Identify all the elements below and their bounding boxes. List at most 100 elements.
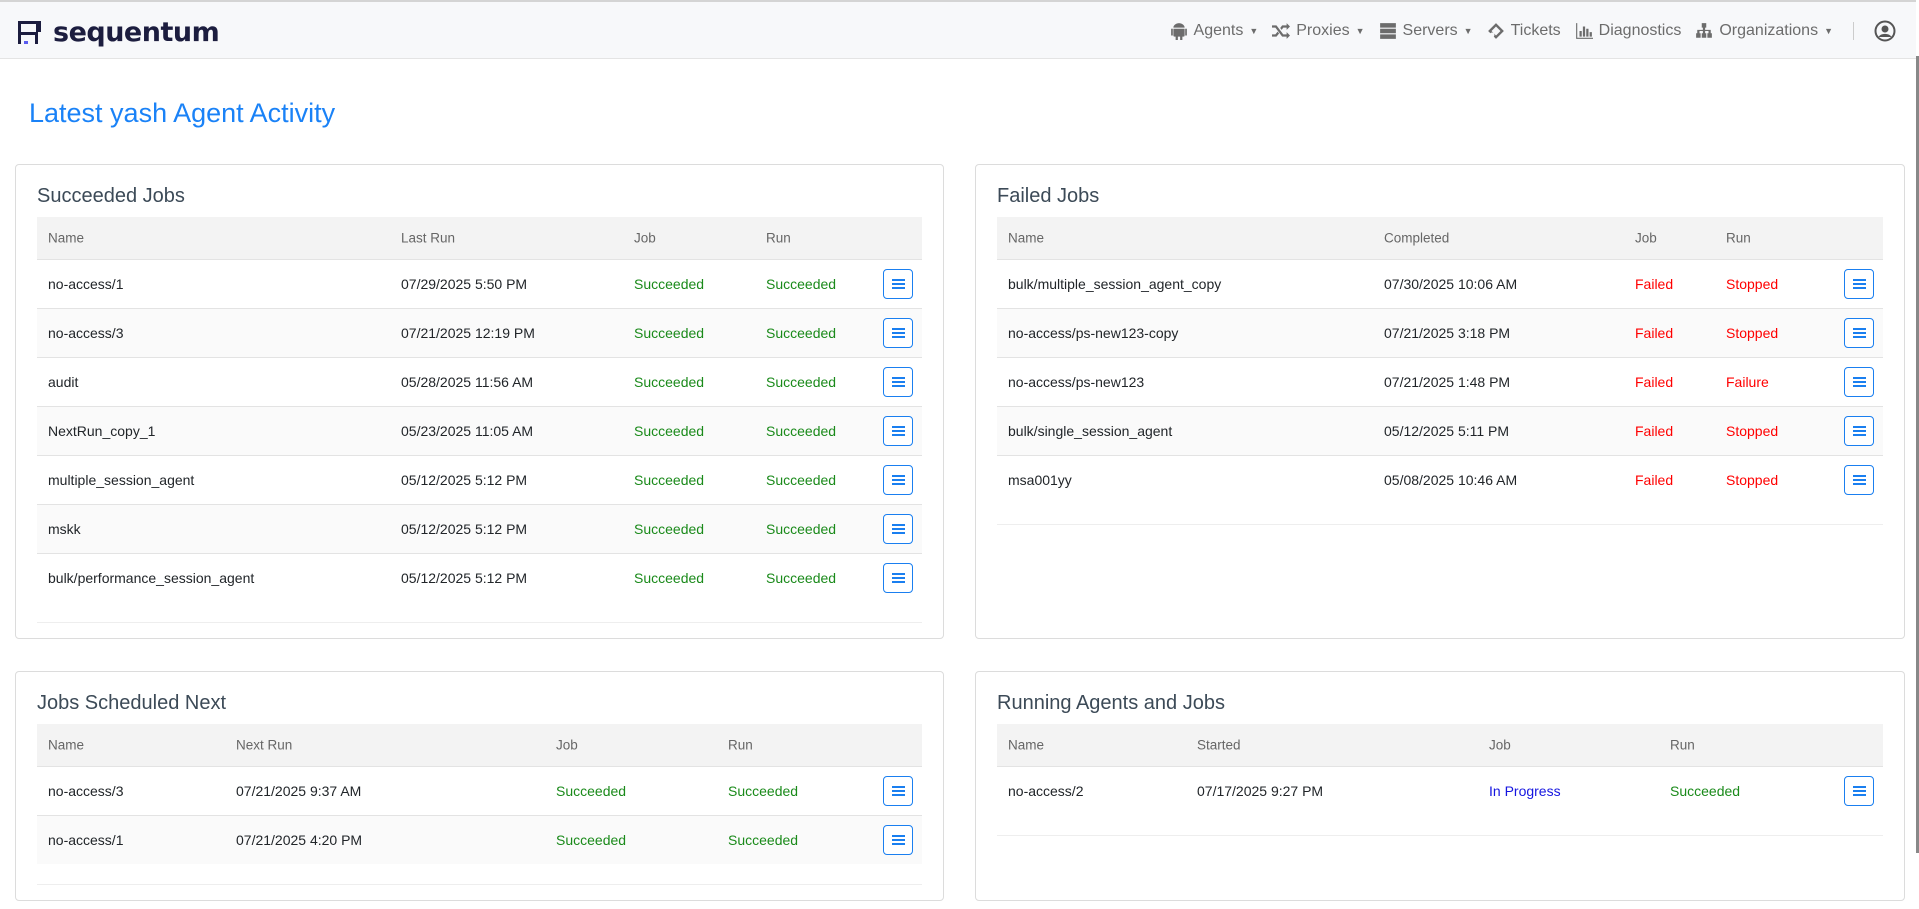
- name-cell: bulk/performance_session_agent: [48, 570, 255, 586]
- details-menu-button[interactable]: [1844, 416, 1874, 446]
- name-cell: bulk/multiple_session_agent_copy: [1008, 276, 1222, 292]
- name-cell: mskk: [48, 521, 81, 537]
- nav-label: Organizations: [1719, 21, 1819, 39]
- list-icon: [891, 381, 905, 383]
- failed-jobs-card: Failed Jobs Name Completed Job Run bulk/multi…: [975, 164, 1905, 639]
- list-icon: [1852, 479, 1866, 481]
- run-status-cell: Succeeded: [766, 472, 837, 488]
- name-cell: NextRun_copy_1: [48, 423, 156, 439]
- caret-down-icon: ▼: [1355, 25, 1365, 36]
- details-menu-button[interactable]: [883, 318, 913, 348]
- list-icon: [1852, 332, 1866, 334]
- card-title: Failed Jobs: [997, 185, 1100, 207]
- nav-proxies[interactable]: Proxies ▼: [1272, 22, 1365, 40]
- run-status-cell: Succeeded: [766, 423, 837, 439]
- android-icon: [1170, 22, 1187, 40]
- details-menu-button[interactable]: [883, 416, 913, 446]
- table-row: no-access/3 07/21/2025 12:19 PM Succeeded S…: [37, 308, 922, 357]
- list-icon: [1852, 430, 1866, 432]
- job-status-cell: Failed: [1635, 276, 1674, 292]
- run-status-cell: Stopped: [1726, 423, 1779, 439]
- details-menu-button[interactable]: [1844, 318, 1874, 348]
- column-header: Job: [1635, 230, 1657, 246]
- details-menu-button[interactable]: [883, 269, 913, 299]
- name-cell: no-access/1: [48, 276, 124, 292]
- time-cell: 07/21/2025 3:18 PM: [1384, 325, 1511, 341]
- name-cell: msa001yy: [1008, 472, 1072, 488]
- details-menu-button[interactable]: [1844, 776, 1874, 806]
- top-navbar: sequentum Agents ▼ Proxies ▼ Servers ▼ Tickets…: [0, 0, 1916, 59]
- table-row: NextRun_copy_1 05/23/2025 11:05 AM Succeed…: [37, 406, 922, 455]
- details-menu-button[interactable]: [883, 465, 913, 495]
- table-row: no-access/ps-new123 07/21/2025 1:48 PM Fai…: [997, 357, 1883, 406]
- column-header: Name: [48, 737, 85, 753]
- job-status-cell: Succeeded: [556, 832, 627, 848]
- details-menu-button[interactable]: [1844, 269, 1874, 299]
- job-status-cell: Failed: [1635, 472, 1674, 488]
- nav-label: Diagnostics: [1598, 21, 1682, 39]
- list-icon: [891, 528, 905, 530]
- details-menu-button[interactable]: [883, 514, 913, 544]
- run-status-cell: Succeeded: [766, 325, 837, 341]
- run-status-cell: Stopped: [1726, 325, 1779, 341]
- details-menu-button[interactable]: [883, 776, 913, 806]
- name-cell: multiple_session_agent: [48, 472, 195, 488]
- time-cell: 07/21/2025 1:48 PM: [1384, 374, 1511, 390]
- run-status-cell: Succeeded: [766, 521, 837, 537]
- caret-down-icon: ▼: [1249, 25, 1259, 36]
- list-icon: [1852, 790, 1866, 792]
- column-header: Run: [728, 737, 753, 753]
- nav-tickets[interactable]: Tickets: [1487, 22, 1561, 40]
- nav-servers[interactable]: Servers ▼: [1379, 22, 1473, 40]
- column-header: Completed: [1384, 230, 1450, 246]
- table-header: Name Last Run Job Run: [37, 217, 922, 259]
- name-cell: no-access/2: [1008, 783, 1084, 799]
- brand-logo[interactable]: sequentum: [16, 17, 220, 48]
- list-icon: [891, 283, 905, 285]
- time-cell: 07/21/2025 12:19 PM: [401, 325, 535, 341]
- table-header: Name Completed Job Run: [997, 217, 1883, 259]
- details-menu-button[interactable]: [883, 825, 913, 855]
- scrollbar[interactable]: [1916, 56, 1919, 853]
- job-status-cell: Failed: [1635, 374, 1674, 390]
- list-icon: [891, 839, 905, 841]
- table-row: audit 05/28/2025 11:56 AM Succeeded Succeed…: [37, 357, 922, 406]
- details-menu-button[interactable]: [1844, 465, 1874, 495]
- table-row: bulk/single_session_agent 05/12/2025 5:11…: [997, 406, 1883, 455]
- details-menu-button[interactable]: [883, 367, 913, 397]
- job-status-cell: Succeeded: [634, 472, 705, 488]
- column-header: Run: [1726, 230, 1751, 246]
- table-row: no-access/3 07/21/2025 9:37 AM Succeeded Su…: [37, 766, 922, 815]
- card-title: Succeeded Jobs: [37, 185, 185, 207]
- nav-agents[interactable]: Agents ▼: [1170, 21, 1259, 40]
- time-cell: 05/08/2025 10:46 AM: [1384, 472, 1518, 488]
- run-status-cell: Succeeded: [728, 783, 799, 799]
- details-menu-button[interactable]: [1844, 367, 1874, 397]
- jobs-scheduled-next-card: Jobs Scheduled Next Name Next Run Job Run no-…: [15, 671, 944, 901]
- run-status-cell: Succeeded: [1670, 783, 1741, 799]
- page-title: Latest yash Agent Activity: [29, 98, 336, 128]
- table-row: no-access/2 07/17/2025 9:27 PM In Progress…: [997, 766, 1883, 815]
- nav-organizations[interactable]: Organizations ▼: [1695, 22, 1833, 40]
- nav-label: Agents: [1193, 21, 1244, 39]
- succeeded-jobs-card: Succeeded Jobs Name Last Run Job Run no-acces…: [15, 164, 944, 639]
- job-status-cell: Succeeded: [634, 423, 705, 439]
- job-status-cell: Succeeded: [634, 521, 705, 537]
- brand-name: sequentum: [53, 17, 220, 48]
- nav-diagnostics[interactable]: Diagnostics: [1575, 21, 1682, 40]
- user-menu-button[interactable]: [1874, 20, 1896, 42]
- run-status-cell: Stopped: [1726, 276, 1779, 292]
- job-status-cell: Succeeded: [634, 276, 705, 292]
- card-title: Jobs Scheduled Next: [37, 692, 227, 714]
- time-cell: 07/30/2025 10:06 AM: [1384, 276, 1518, 292]
- list-icon: [891, 332, 905, 334]
- time-cell: 05/12/2025 5:12 PM: [401, 570, 528, 586]
- nav-divider: [1853, 21, 1854, 40]
- run-status-cell: Succeeded: [766, 570, 837, 586]
- time-cell: 05/12/2025 5:12 PM: [401, 472, 528, 488]
- list-icon: [1852, 283, 1866, 285]
- details-menu-button[interactable]: [883, 563, 913, 593]
- list-icon: [891, 790, 905, 792]
- list-icon: [1852, 381, 1866, 383]
- column-header: Job: [1489, 737, 1511, 753]
